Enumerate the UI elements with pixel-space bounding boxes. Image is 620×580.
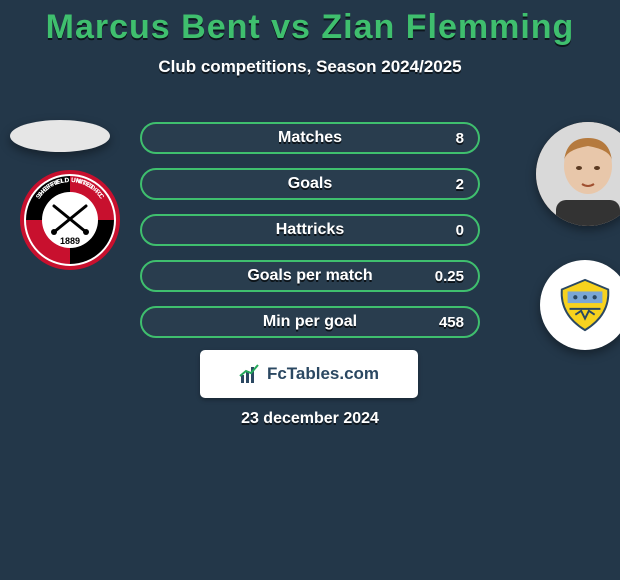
stat-row: Min per goal 458 (140, 306, 480, 338)
subtitle: Club competitions, Season 2024/2025 (0, 57, 620, 77)
bar-chart-icon (239, 363, 261, 385)
brand-box: FcTables.com (200, 350, 418, 398)
person-icon (536, 122, 620, 226)
player-right-avatar (536, 122, 620, 226)
stat-value-right: 0 (424, 222, 464, 239)
date-label: 23 december 2024 (0, 410, 620, 428)
club-badge-left: 1889 SHEFFIELD UNITED F.C SHEFFIELD UNIT… (20, 170, 120, 270)
stat-value-right: 8 (424, 130, 464, 147)
stat-row: Goals per match 0.25 (140, 260, 480, 292)
stat-row: Hattricks 0 (140, 214, 480, 246)
stat-list: Matches 8 Goals 2 Hattricks 0 Goals per … (140, 122, 480, 352)
comparison-card: Marcus Bent vs Zian Flemming Club compet… (0, 0, 620, 580)
stat-row: Matches 8 (140, 122, 480, 154)
stat-value-right: 0.25 (424, 268, 464, 285)
page-title: Marcus Bent vs Zian Flemming (0, 0, 620, 47)
stat-row: Goals 2 (140, 168, 480, 200)
player-left-avatar (10, 120, 110, 152)
brand-text: FcTables.com (267, 364, 379, 384)
club-badge-right (540, 260, 620, 350)
stat-value-right: 2 (424, 176, 464, 193)
badge-year: 1889 (60, 236, 80, 246)
shield-icon: 1889 SHEFFIELD UNITED F.C SHEFFIELD UNIT… (20, 170, 120, 270)
stat-value-right: 458 (424, 314, 464, 331)
crest-icon (556, 276, 614, 334)
